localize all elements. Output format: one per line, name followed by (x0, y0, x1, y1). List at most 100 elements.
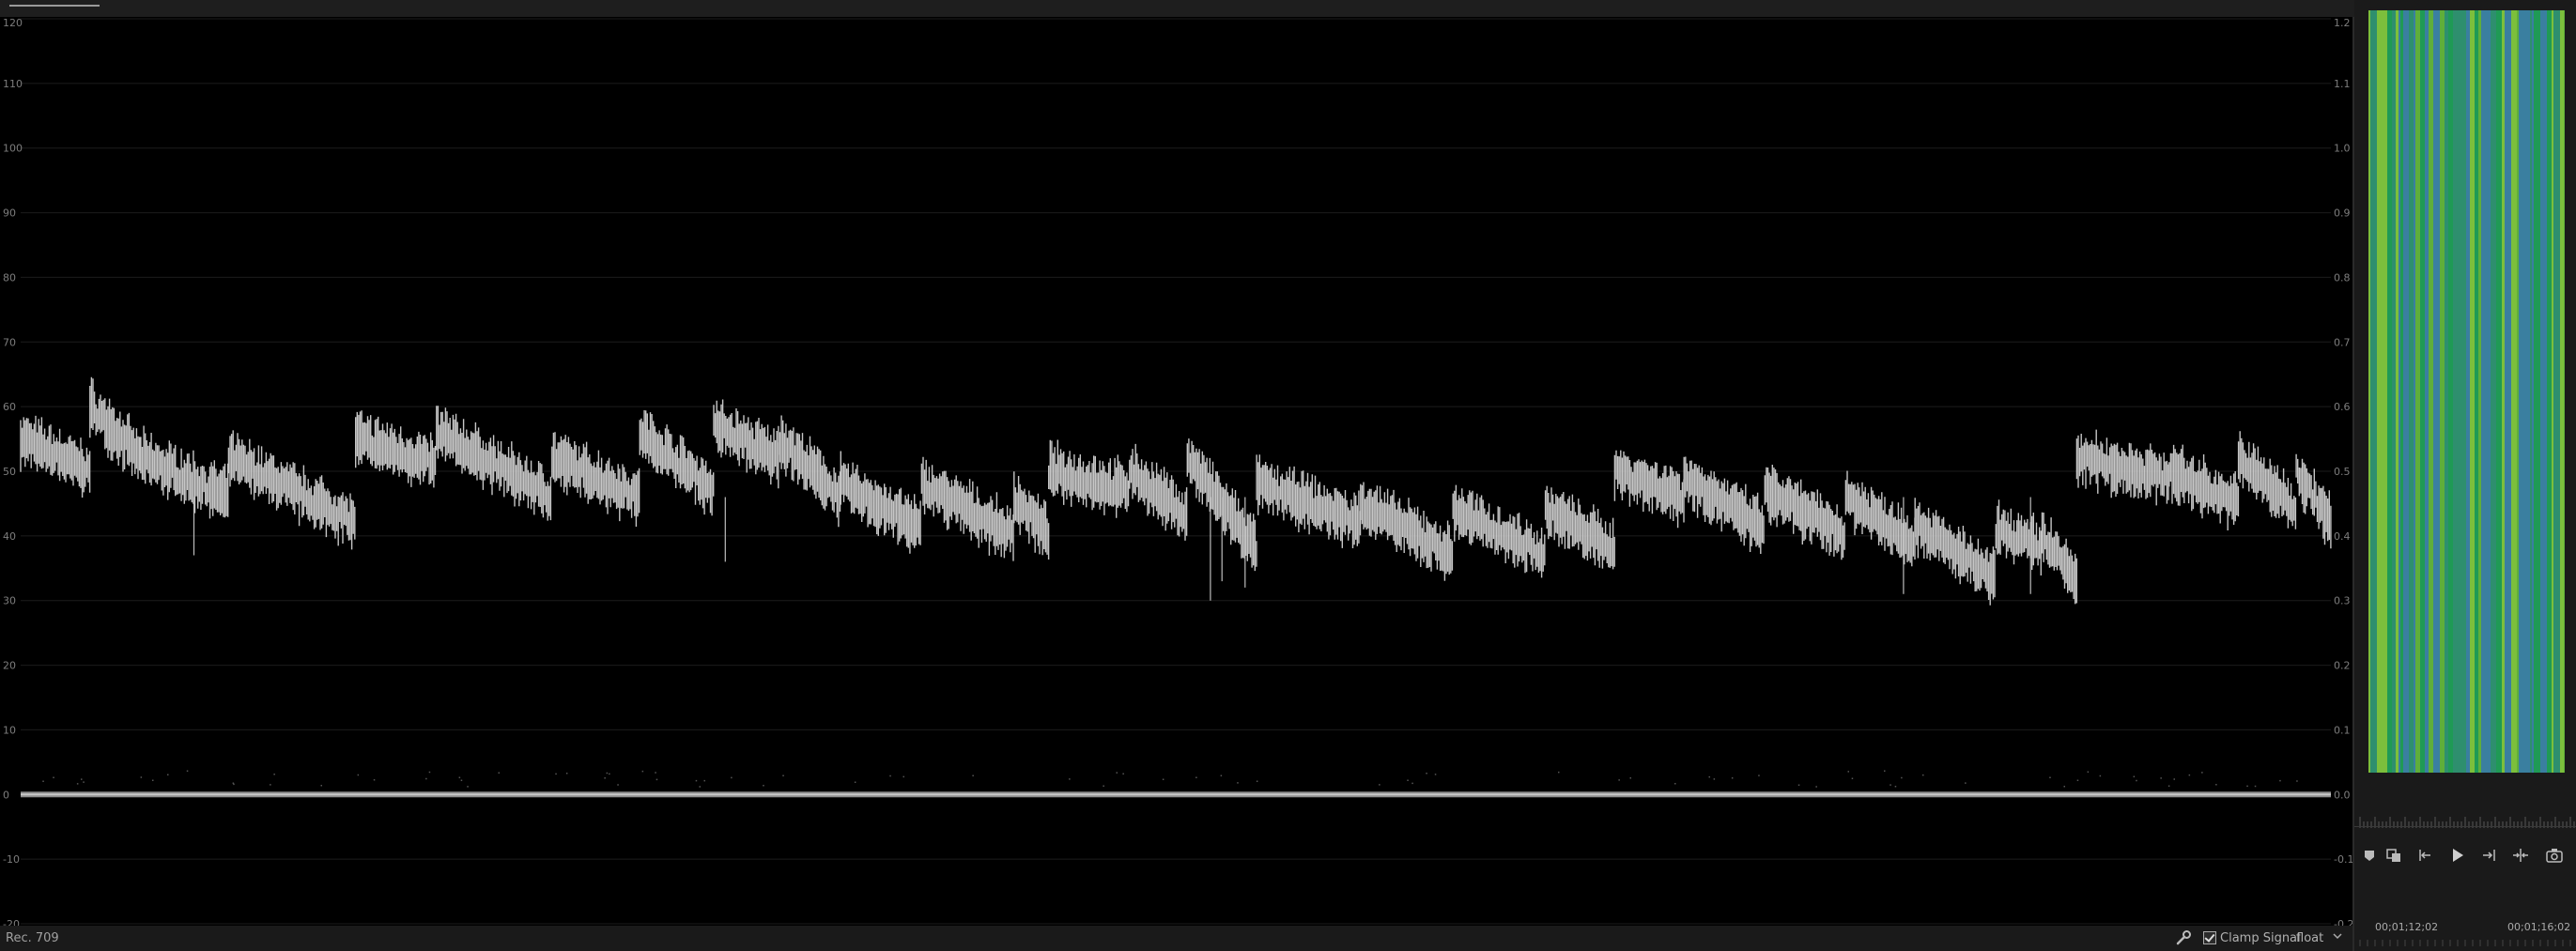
preview-stripe (2553, 10, 2560, 773)
preview-stripe (2429, 10, 2433, 773)
preview-stripe (2387, 10, 2392, 773)
left-axis-label: 50 (3, 466, 16, 478)
timecode-in: 00;01;12;02 (2375, 921, 2439, 933)
left-axis-label: 70 (3, 336, 16, 348)
chevron-down-icon[interactable] (2333, 931, 2342, 941)
preview-stripe (2396, 10, 2399, 773)
preview-stripe (2470, 10, 2475, 773)
precision-dropdown[interactable]: float (2296, 931, 2324, 945)
step-back-icon[interactable] (2413, 844, 2437, 867)
preview-stripe (2453, 10, 2460, 773)
right-axis-label: -0.2 (2334, 918, 2352, 926)
panel-tab-bar (0, 0, 2576, 17)
preview-stripe (2511, 10, 2517, 773)
timecode-out: 00;01;16;02 (2507, 921, 2571, 933)
step-forward-icon[interactable] (2476, 844, 2501, 867)
insert-icon[interactable] (2508, 844, 2533, 867)
right-axis-label: 1.1 (2334, 78, 2351, 90)
right-axis-label: 1.2 (2334, 17, 2351, 29)
preview-stripe (2552, 10, 2553, 773)
preview-stripe (2481, 10, 2485, 773)
clamp-signal-label: Clamp Signal (2220, 931, 2301, 945)
preview-stripe (2370, 10, 2377, 773)
preview-stripe (2392, 10, 2396, 773)
right-axis-label: 0.4 (2334, 530, 2351, 543)
right-axis-label: 0.3 (2334, 595, 2351, 607)
preview-stripe (2491, 10, 2496, 773)
timecode-ruler-ticks (2359, 940, 2571, 946)
preview-stripe (2502, 10, 2505, 773)
left-axis-label: 0 (3, 789, 9, 801)
left-axis-label: -10 (3, 853, 20, 866)
right-axis-label: -0.1 (2334, 853, 2352, 866)
right-axis-label: 0.0 (2334, 789, 2351, 801)
right-axis-label: 0.6 (2334, 401, 2351, 413)
left-axis-label: 60 (3, 401, 16, 413)
right-axis-label: 0.1 (2334, 724, 2351, 736)
add-marker-icon[interactable] (2357, 844, 2382, 867)
video-preview (2368, 10, 2565, 773)
transport-controls (2354, 840, 2576, 870)
right-axis-label: 1.0 (2334, 143, 2351, 155)
preview-stripe (2534, 10, 2540, 773)
preview-stripe (2564, 10, 2565, 773)
go-to-in-out-icon[interactable] (2382, 844, 2406, 867)
preview-stripe (2540, 10, 2547, 773)
preview-stripe (2478, 10, 2481, 773)
luma-trace (20, 376, 2332, 606)
preview-stripe (2485, 10, 2491, 773)
play-icon[interactable] (2445, 844, 2469, 867)
left-axis-label: 110 (3, 78, 23, 90)
clamp-signal-checkbox[interactable] (2203, 931, 2216, 944)
preview-stripe (2448, 10, 2453, 773)
preview-stripe (2420, 10, 2425, 773)
left-axis-label: 90 (3, 207, 16, 220)
preview-stripe (2475, 10, 2478, 773)
preview-stripe (2530, 10, 2532, 773)
preview-stripe (2377, 10, 2383, 773)
right-axis-label: 0.7 (2334, 336, 2351, 348)
preview-stripe (2403, 10, 2409, 773)
preview-stripe (2560, 10, 2564, 773)
preview-stripe (2532, 10, 2534, 773)
preview-stripe (2466, 10, 2470, 773)
preview-stripe (2517, 10, 2519, 773)
preview-stripe (2415, 10, 2418, 773)
preview-stripe (2400, 10, 2403, 773)
right-axis-label: 0.8 (2334, 271, 2351, 284)
preview-stripe (2433, 10, 2440, 773)
left-axis-label: 30 (3, 595, 16, 607)
program-monitor: 00;01;12;02 00;01;16;02 (2354, 0, 2576, 951)
preview-stripe (2460, 10, 2466, 773)
preview-stripe (2496, 10, 2502, 773)
preview-stripe (2409, 10, 2414, 773)
left-axis-label: 10 (3, 724, 16, 736)
active-tab-indicator[interactable] (9, 5, 100, 7)
left-axis-label: 20 (3, 660, 16, 672)
color-space-label: Rec. 709 (6, 931, 59, 945)
preview-stripe (2525, 10, 2530, 773)
left-axis-label: 100 (3, 143, 23, 155)
preview-stripe (2440, 10, 2445, 773)
left-axis-label: 80 (3, 271, 16, 284)
lumetri-waveform-scope: 120 1.2 110 1.1 100 1.0 90 0.9 80 0.8 70 0.7 60 0.6 50… (0, 17, 2352, 926)
preview-stripe (2505, 10, 2511, 773)
playhead-track[interactable] (2354, 826, 2576, 827)
preview-stripe (2425, 10, 2429, 773)
camera-icon[interactable] (2542, 844, 2567, 867)
preview-stripe (2418, 10, 2420, 773)
wrench-icon[interactable] (2175, 929, 2194, 946)
time-ruler[interactable] (2358, 813, 2576, 830)
right-axis-label: 0.9 (2334, 207, 2351, 220)
scope-status-bar: Rec. 709 Clamp Signal float (0, 926, 2352, 951)
right-axis-label: 0.5 (2334, 466, 2351, 478)
preview-stripe (2519, 10, 2525, 773)
left-axis-label: -20 (3, 918, 20, 926)
luma-spikes (193, 497, 2031, 601)
preview-stripe (2414, 10, 2415, 773)
black-level-core (21, 793, 2331, 796)
panel-divider[interactable] (2352, 17, 2354, 951)
preview-stripe (2383, 10, 2387, 773)
left-axis-label: 120 (3, 17, 23, 29)
